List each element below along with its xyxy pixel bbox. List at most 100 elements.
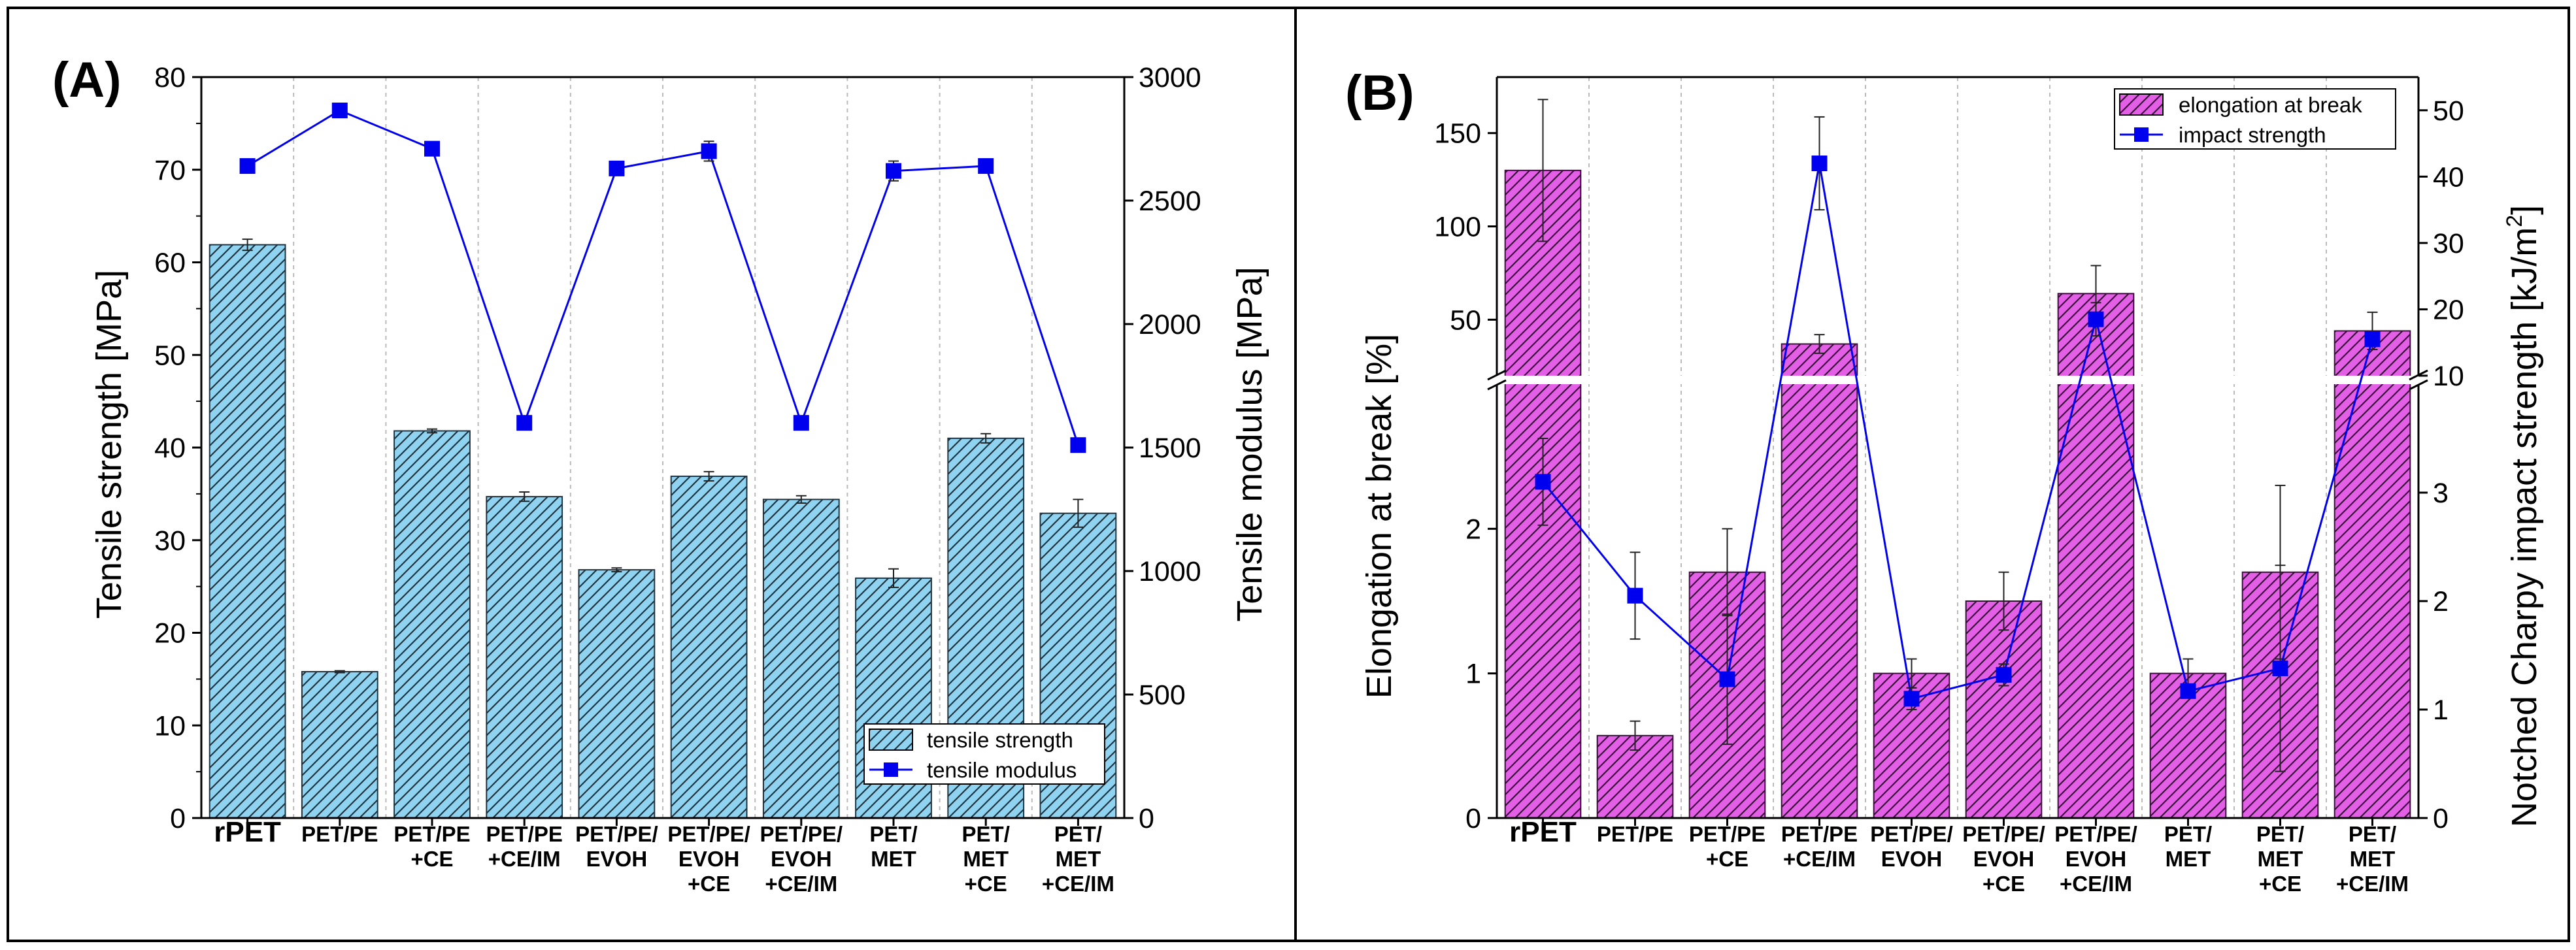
- category-label: PET/: [2164, 822, 2212, 846]
- y2-tick-label: 0: [1139, 803, 1154, 834]
- y-tick-label: 60: [154, 248, 186, 279]
- panel-a-label: (A): [52, 52, 122, 108]
- category-label: EVOH: [1881, 847, 1943, 871]
- axis-break-gap: [1484, 376, 2432, 384]
- impact-strength-line: [1535, 116, 2381, 772]
- tensile-strength-bar: [209, 244, 286, 819]
- category-label: PET/: [1054, 822, 1102, 846]
- tensile-modulus-marker: [886, 163, 901, 179]
- panel-a: (A) 0 10 20 30 40 50 60 70 80 0 500 1000 1500 2000 250…: [52, 52, 1269, 896]
- impact-strength-marker: [1535, 474, 1551, 490]
- axis-break-mark: [1487, 379, 1507, 391]
- y2-tick-label: 1000: [1139, 556, 1201, 587]
- panel-a-y2-axis-label: Tensile modulus [MPa]: [1230, 267, 1269, 621]
- panel-b-y2-axis-label: Notched Charpy impact strength [kJ/m2]: [2502, 205, 2544, 827]
- category-label: PET/PE/: [2054, 822, 2137, 846]
- category-label: MET: [871, 847, 916, 871]
- tensile-strength-bar: [393, 430, 471, 819]
- impact-strength-marker: [2364, 331, 2381, 348]
- y2-tick-label: 50: [2433, 95, 2464, 127]
- y2-label-superscript: 2: [2502, 215, 2527, 227]
- category-label: +CE: [2259, 872, 2301, 896]
- y-tick-label: 2: [1465, 514, 1481, 545]
- impact-strength-polyline: [1542, 163, 2373, 700]
- panel-a-gridlines: [293, 77, 1033, 818]
- legend-marker-impact-strength: [2134, 127, 2149, 142]
- tensile-modulus-marker: [239, 158, 256, 174]
- category-label: PET/PE: [393, 822, 470, 846]
- legend-swatch-tensile-strength: [869, 729, 913, 751]
- tensile-strength-bar: [670, 475, 748, 819]
- y2-tick-label: 0: [2433, 803, 2449, 834]
- category-label: +CE/IM: [2336, 872, 2409, 896]
- category-label: +CE/IM: [1042, 872, 1114, 896]
- elongation-bars: [1484, 99, 2432, 819]
- panel-b-label: (B): [1345, 65, 1414, 121]
- category-label: +CE: [688, 872, 730, 896]
- y-tick-label: 50: [1450, 304, 1481, 336]
- category-label: EVOH: [586, 847, 648, 871]
- category-label: MET: [2258, 847, 2303, 871]
- category-label: EVOH: [2066, 847, 2127, 871]
- impact-strength-marker: [1627, 587, 1643, 604]
- axis-break-mark: [2409, 379, 2428, 391]
- tensile-modulus-marker: [516, 415, 533, 431]
- tensile-modulus-marker: [609, 160, 625, 176]
- tensile-modulus-marker: [978, 158, 994, 174]
- category-label: MET: [963, 847, 1009, 871]
- y2-label-main: Notched Charpy impact strength [kJ/m: [2505, 227, 2544, 827]
- tensile-modulus-marker: [701, 143, 717, 159]
- panel-b-axes: 0 1 2 50 100 150 0 1 2 3 10 20 30 40 50: [1434, 76, 2464, 834]
- impact-strength-marker: [2272, 660, 2288, 676]
- tensile-modulus-marker: [793, 415, 809, 431]
- category-label: +CE/IM: [2060, 872, 2132, 896]
- category-label: PET/PE: [1597, 822, 1673, 846]
- y2-tick-label: 40: [2433, 161, 2464, 193]
- legend-marker-tensile-modulus: [884, 762, 898, 777]
- category-label: rPET: [214, 816, 281, 848]
- impact-strength-marker: [1996, 666, 2012, 683]
- tensile-modulus-line: [239, 103, 1086, 453]
- y2-tick-label: 2: [2433, 586, 2449, 617]
- tensile-modulus-marker: [424, 140, 440, 157]
- legend-label-elongation: elongation at break: [2179, 93, 2362, 117]
- category-label: +CE: [965, 872, 1007, 896]
- y2-tick-label: 3: [2433, 478, 2449, 509]
- category-label: PET/PE/: [575, 822, 658, 846]
- panel-b-legend: elongation at break impact strength: [2114, 88, 2396, 150]
- y2-tick-label: 2500: [1139, 186, 1201, 217]
- category-label: PET/PE/: [1962, 822, 2045, 846]
- panel-b-y-axis-label: Elongation at break [%]: [1360, 334, 1399, 698]
- y2-tick-label: 500: [1139, 680, 1186, 711]
- elongation-bar: [2333, 330, 2411, 819]
- category-label: EVOH: [678, 847, 740, 871]
- panel-a-y-axis-label: Tensile strength [MPa]: [90, 270, 129, 619]
- legend-label-tensile-strength: tensile strength: [927, 728, 1073, 752]
- y-tick-label: 150: [1434, 118, 1481, 150]
- elongation-bar: [1965, 600, 2043, 819]
- impact-strength-marker: [1811, 156, 1828, 172]
- category-label: PET/: [962, 822, 1010, 846]
- y-tick-label: 0: [1465, 803, 1481, 834]
- tensile-modulus-polyline: [246, 109, 1079, 446]
- y-tick-label: 80: [154, 62, 186, 93]
- frame-panel-b: [1294, 7, 2570, 942]
- y-tick-label: 70: [154, 155, 186, 186]
- category-label: PET/PE: [486, 822, 563, 846]
- category-label: +CE/IM: [1783, 847, 1856, 871]
- category-label: MET: [1056, 847, 1101, 871]
- panel-a-legend: tensile strength tensile modulus: [863, 723, 1105, 785]
- category-label: EVOH: [771, 847, 832, 871]
- elongation-bar: [1781, 343, 1858, 819]
- y-tick-label: 50: [154, 340, 186, 371]
- category-label: PET/PE: [1689, 822, 1765, 846]
- category-label: PET/PE/: [760, 822, 843, 846]
- tensile-strength-bar: [578, 569, 656, 819]
- category-label: PET/: [2349, 822, 2396, 846]
- legend-label-tensile-modulus: tensile modulus: [927, 758, 1077, 782]
- category-label: PET/PE: [301, 822, 378, 846]
- category-label: EVOH: [1973, 847, 2035, 871]
- panel-a-category-labels: rPET PET/PE PET/PE +CE PET/PE +CE/IM PET/PE/EV…: [214, 816, 1114, 896]
- legend-label-impact-strength: impact strength: [2179, 123, 2326, 147]
- axis-break-mark: [1487, 369, 1507, 381]
